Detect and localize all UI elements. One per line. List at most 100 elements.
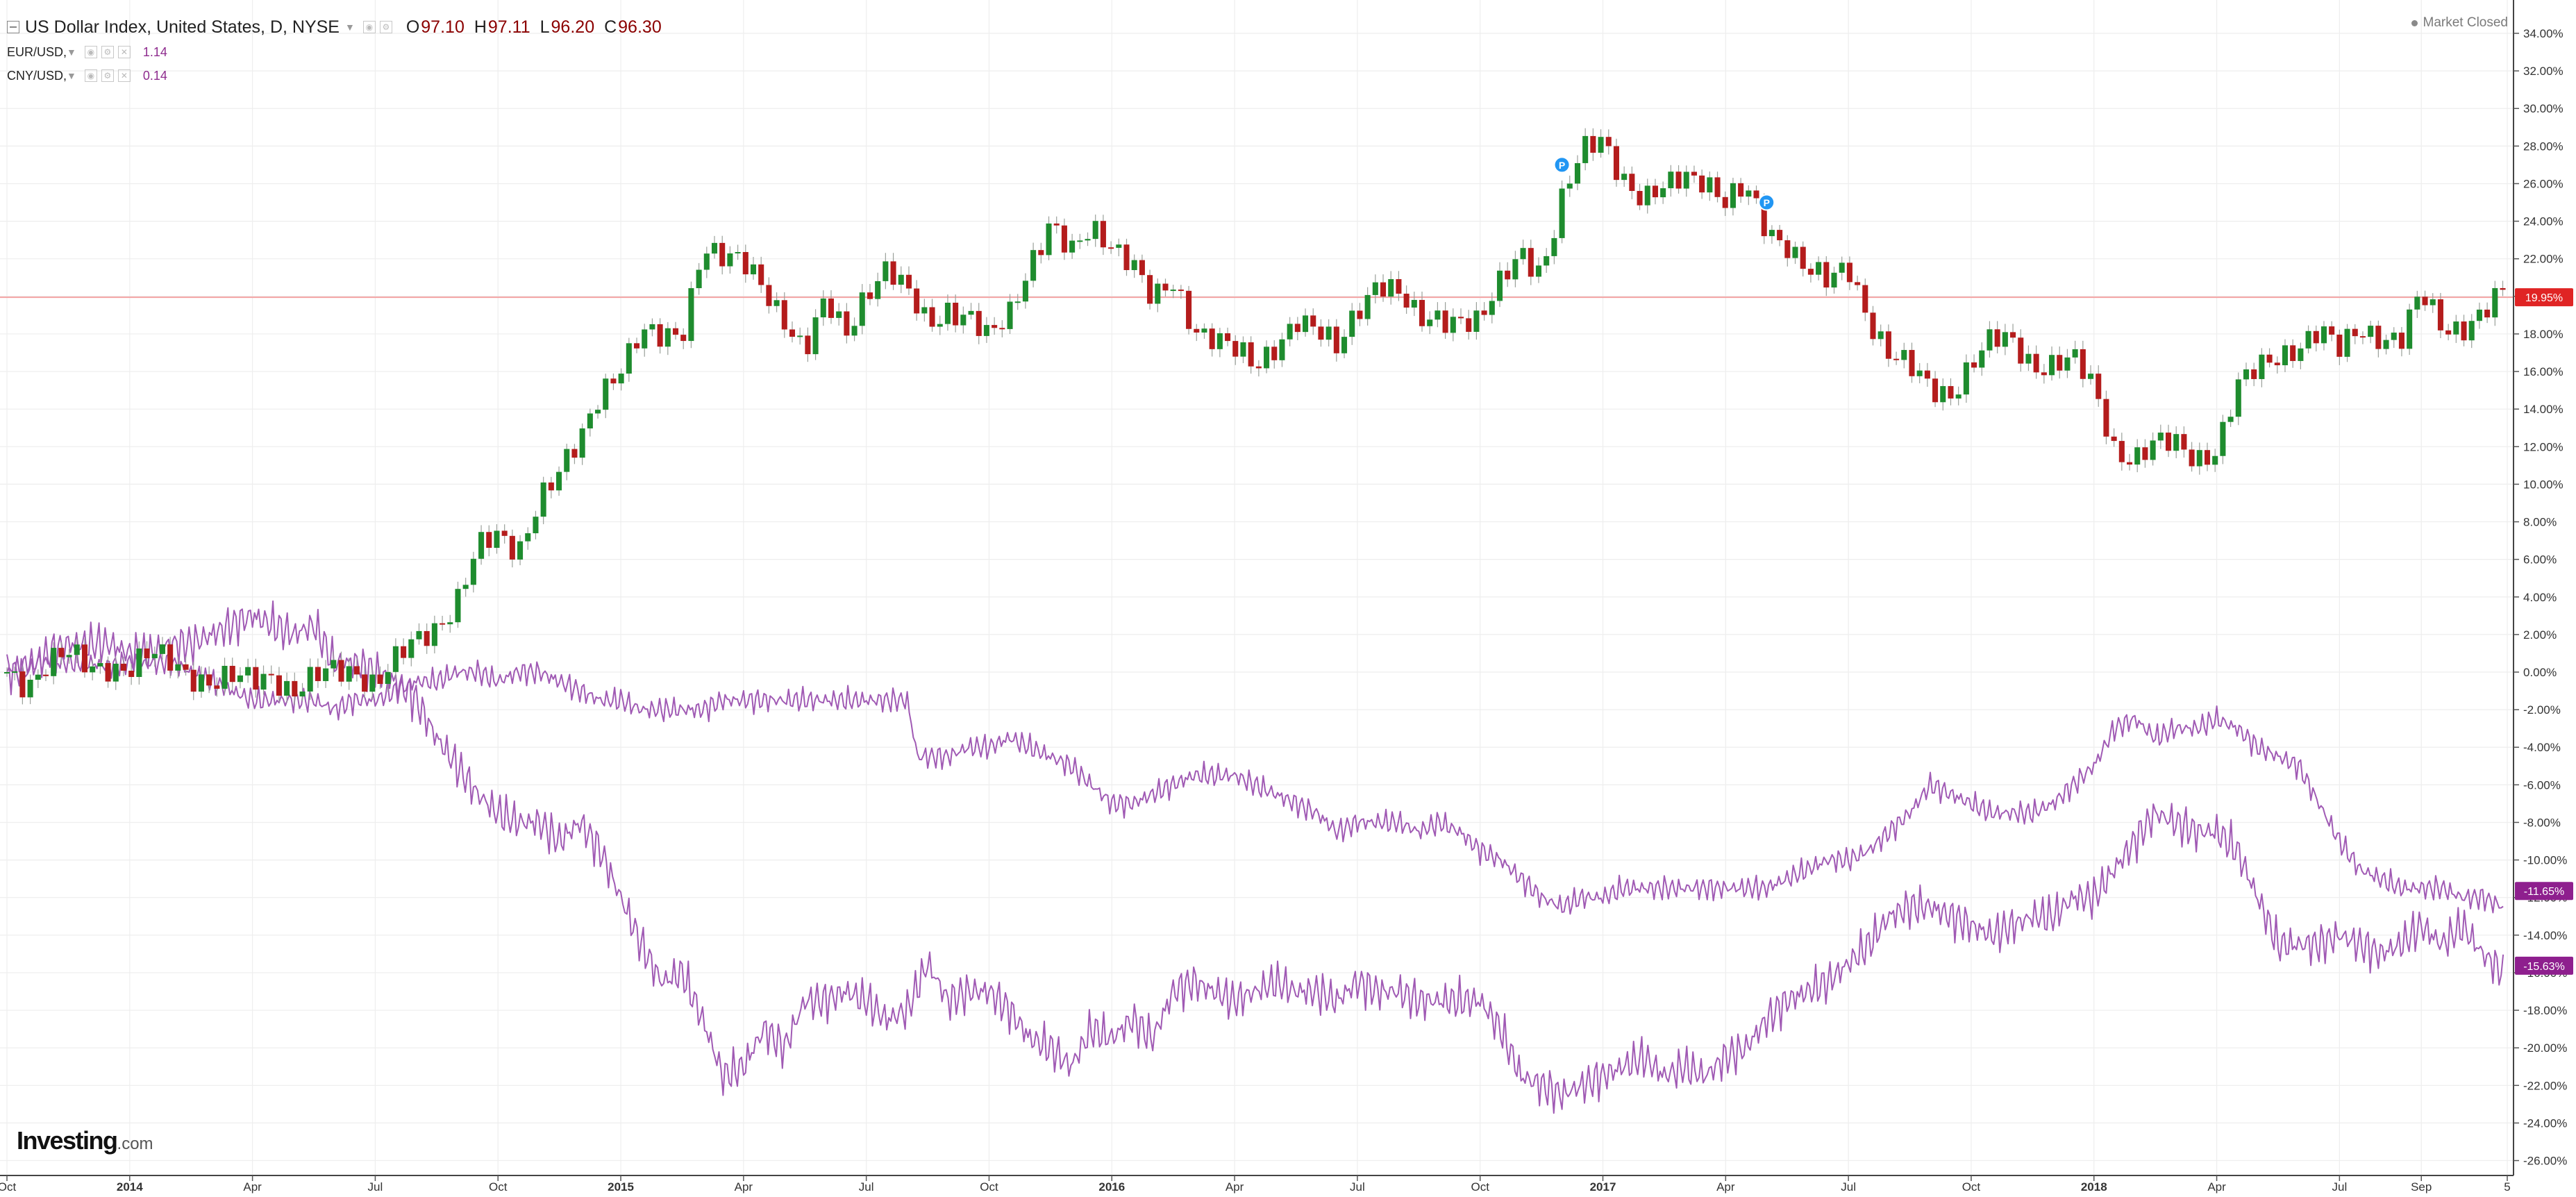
event-marker[interactable]: P <box>1553 156 1571 174</box>
settings-icon[interactable]: ⚙ <box>101 46 114 58</box>
candle-body <box>12 671 18 673</box>
candle-body <box>797 335 803 337</box>
candle-body <box>2500 287 2506 290</box>
ohlc-close-value: 96.30 <box>618 17 662 37</box>
legend-main-title[interactable]: US Dollar Index, United States, D, NYSE <box>25 17 340 37</box>
candle-body <box>2142 447 2148 460</box>
eye-icon[interactable]: ◉ <box>84 46 97 58</box>
candle-body <box>1092 221 1098 240</box>
legend-series-name[interactable]: CNY/USD, <box>7 68 67 83</box>
candle-body <box>2150 440 2156 460</box>
candle-body <box>1629 174 1635 192</box>
candle-body <box>268 673 274 676</box>
candle-body <box>1178 290 1184 292</box>
candle-body <box>937 324 943 327</box>
candle-body <box>416 630 422 639</box>
caret-down-icon[interactable]: ▼ <box>67 47 76 58</box>
candle-body <box>1784 240 1791 258</box>
candle-body <box>1862 285 1868 313</box>
y-tick-label: 16.00% <box>2523 365 2564 378</box>
marker-circle[interactable] <box>1553 156 1571 174</box>
candle-body <box>2422 296 2428 305</box>
candle-body <box>1030 250 1037 281</box>
x-tick-label: Oct <box>1471 1180 1489 1194</box>
candle-body <box>1139 260 1145 276</box>
y-tick-label: 18.00% <box>2523 328 2564 341</box>
caret-down-icon[interactable]: ▼ <box>344 22 355 33</box>
close-icon[interactable]: ✕ <box>117 69 131 82</box>
badge-label: -11.65% <box>2524 886 2564 898</box>
candle-body <box>1714 177 1721 197</box>
settings-icon[interactable]: ⚙ <box>101 69 114 82</box>
close-icon[interactable]: ✕ <box>117 46 131 58</box>
legend-series-name[interactable]: EUR/USD, <box>7 44 67 59</box>
x-tick-label: 2018 <box>2081 1180 2107 1194</box>
candle-body <box>440 623 446 625</box>
marker-label: P <box>1764 197 1770 208</box>
y-axis-ticks[interactable]: 34.00% 32.00% 30.00% 28.00% 26.00% 24.00% 22.0… <box>2514 27 2567 1168</box>
candle-body <box>1823 262 1830 288</box>
legend-main-row[interactable]: US Dollar Index, United States, D, NYSE … <box>7 14 662 40</box>
value-badges: 19.95% -11.65% -15.63% <box>2515 288 2573 975</box>
candle-body <box>1287 324 1293 340</box>
x-tick-label: Apr <box>1716 1180 1735 1194</box>
candle-body <box>35 674 41 680</box>
event-markers[interactable]: PP <box>1553 156 1775 211</box>
candle-body <box>1333 326 1339 353</box>
candle-body <box>944 302 951 324</box>
ohlc-low-value: 96.20 <box>551 17 595 37</box>
y-tick-label: 28.00% <box>2523 140 2564 153</box>
candle-body <box>657 324 663 347</box>
legend-series-cnyusd[interactable]: CNY/USD, ▼ ◉ ⚙ ✕ 0.14 <box>7 64 662 87</box>
event-marker[interactable]: P <box>1758 194 1775 211</box>
candle-body <box>1901 350 1907 360</box>
candle-body <box>2298 348 2304 361</box>
legend-series-eurusd[interactable]: EUR/USD, ▼ ◉ ⚙ ✕ 1.14 <box>7 40 662 64</box>
candle-body <box>2375 326 2382 349</box>
candle-body <box>929 307 935 327</box>
candle-body <box>2087 374 2094 379</box>
candle-body <box>742 251 748 275</box>
candle-body <box>1528 248 1534 277</box>
candle-body <box>2313 330 2319 344</box>
candle-body <box>2057 355 2063 371</box>
candle-body <box>610 378 617 384</box>
y-tick-label: 6.00% <box>2523 553 2557 567</box>
y-tick-label: 24.00% <box>2523 215 2564 228</box>
candle-body <box>1419 299 1425 326</box>
marker-circle[interactable] <box>1758 194 1775 211</box>
candle-body <box>206 674 212 686</box>
candle-body <box>183 664 189 670</box>
candle-body <box>758 264 764 285</box>
candle-body <box>3 672 10 673</box>
candle-body <box>1303 315 1309 333</box>
candle-body <box>921 307 928 314</box>
candle-body <box>1777 230 1783 241</box>
candle-body <box>2484 309 2491 318</box>
caret-down-icon[interactable]: ▼ <box>67 70 76 81</box>
x-axis-ticks[interactable]: Oct 2014 Apr Jul Oct 2015 Apr Jul Oct 2016 Apr Jul O… <box>0 1175 2511 1194</box>
candle-body <box>338 660 344 682</box>
candle-body <box>292 680 298 697</box>
y-tick-label: 8.00% <box>2523 516 2557 529</box>
candle-body <box>2359 336 2366 338</box>
eye-icon[interactable]: ◉ <box>84 69 97 82</box>
candle-body <box>1022 281 1028 302</box>
brand-logo[interactable]: Investing.com <box>17 1126 153 1155</box>
candle-body <box>447 622 453 625</box>
candle-body <box>828 298 835 318</box>
candle-body <box>1505 270 1511 280</box>
candle-body <box>2259 354 2265 379</box>
y-tick-label: 0.00% <box>2523 666 2557 679</box>
collapse-icon[interactable] <box>7 21 19 33</box>
settings-icon[interactable]: ⚙ <box>379 21 392 33</box>
badge-bg <box>2515 956 2573 975</box>
eye-icon[interactable]: ◉ <box>362 21 376 33</box>
x-tick-label: Oct <box>1962 1180 1981 1194</box>
candle-body <box>1707 177 1713 193</box>
candle-body <box>2165 433 2172 451</box>
market-status-text: Market Closed <box>2423 15 2509 30</box>
badge-label: -15.63% <box>2523 961 2565 973</box>
